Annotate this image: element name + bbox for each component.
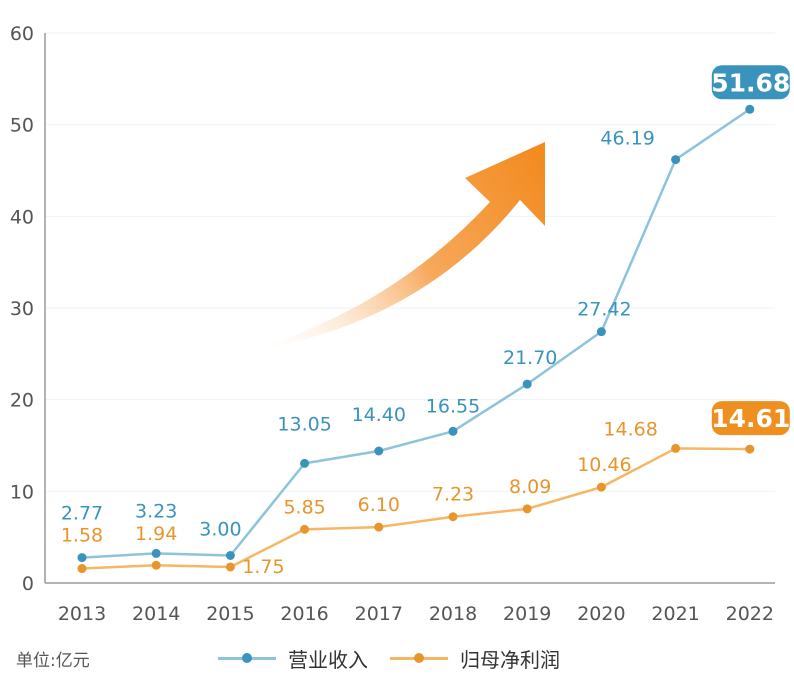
data-label: 46.19 bbox=[600, 128, 654, 150]
data-point bbox=[374, 446, 384, 456]
data-label: 27.42 bbox=[577, 299, 631, 321]
x-tick-label: 2016 bbox=[280, 603, 328, 625]
data-point bbox=[151, 548, 161, 558]
y-tick-label: 40 bbox=[10, 206, 34, 228]
y-tick-label: 10 bbox=[10, 481, 34, 503]
data-label: 7.23 bbox=[432, 484, 474, 506]
data-label: 1.58 bbox=[61, 525, 103, 547]
data-label-highlight: 51.68 bbox=[711, 68, 790, 97]
data-point bbox=[300, 524, 310, 534]
data-label: 13.05 bbox=[277, 413, 331, 435]
legend-item-profit[interactable]: 归母净利润 bbox=[390, 644, 560, 673]
data-point bbox=[151, 560, 161, 570]
data-point bbox=[225, 562, 235, 572]
data-label: 2.77 bbox=[61, 503, 103, 525]
data-point bbox=[448, 512, 458, 522]
data-point bbox=[522, 504, 532, 514]
data-point bbox=[77, 564, 87, 574]
data-point bbox=[745, 104, 755, 114]
x-tick-label: 2020 bbox=[577, 603, 625, 625]
legend-label-profit: 归母净利润 bbox=[460, 648, 560, 672]
data-label: 8.09 bbox=[509, 476, 551, 498]
y-tick-label: 60 bbox=[10, 23, 34, 45]
legend-line-icon bbox=[218, 653, 276, 663]
data-point bbox=[300, 458, 310, 468]
y-tick-label: 20 bbox=[10, 390, 34, 412]
x-tick-label: 2021 bbox=[651, 603, 699, 625]
data-label-highlight: 14.61 bbox=[711, 404, 790, 433]
data-label: 14.68 bbox=[603, 418, 657, 440]
data-point bbox=[225, 551, 235, 560]
data-point bbox=[671, 443, 681, 453]
data-point bbox=[745, 444, 755, 454]
x-tick-label: 2013 bbox=[58, 603, 106, 625]
data-point bbox=[671, 155, 681, 165]
growth-arrow-icon bbox=[245, 142, 545, 352]
series-line-revenue bbox=[81, 108, 751, 559]
legend-line-icon bbox=[390, 653, 448, 663]
x-tick-label: 2014 bbox=[132, 603, 180, 625]
legend-label-revenue: 营业收入 bbox=[288, 648, 368, 672]
data-label: 3.23 bbox=[135, 500, 177, 522]
x-tick-label: 2018 bbox=[429, 603, 477, 625]
data-label: 14.40 bbox=[352, 404, 406, 426]
data-point bbox=[374, 522, 384, 532]
x-tick-label: 2015 bbox=[206, 603, 254, 625]
legend: 单位:亿元 营业收入 归母净利润 bbox=[0, 640, 794, 676]
series-line-profit bbox=[81, 447, 750, 570]
data-label: 10.46 bbox=[577, 454, 631, 476]
data-label: 1.75 bbox=[242, 556, 284, 578]
data-point bbox=[448, 426, 458, 436]
data-label: 6.10 bbox=[358, 494, 400, 516]
x-tick-label: 2022 bbox=[726, 603, 774, 625]
data-label: 3.00 bbox=[199, 519, 241, 541]
y-tick-label: 50 bbox=[10, 115, 34, 137]
x-tick-label: 2019 bbox=[503, 603, 551, 625]
data-label: 5.85 bbox=[283, 496, 325, 518]
y-tick-label: 0 bbox=[22, 573, 34, 595]
data-point bbox=[596, 482, 606, 492]
data-label: 1.94 bbox=[135, 523, 177, 545]
data-point bbox=[596, 327, 606, 337]
unit-label: 单位:亿元 bbox=[16, 651, 90, 671]
data-label: 21.70 bbox=[503, 347, 557, 369]
legend-item-revenue[interactable]: 营业收入 bbox=[218, 644, 368, 673]
line-chart: 0 10 20 30 40 50 60 2013 2014 2015 2016 2017 2018 201… bbox=[10, 23, 791, 625]
data-label: 16.55 bbox=[426, 395, 480, 417]
data-point bbox=[522, 379, 532, 389]
data-point bbox=[77, 553, 87, 563]
highlight-badge bbox=[711, 65, 790, 100]
x-tick-label: 2017 bbox=[355, 603, 403, 625]
y-tick-label: 30 bbox=[10, 298, 34, 320]
highlight-badge bbox=[711, 401, 790, 436]
